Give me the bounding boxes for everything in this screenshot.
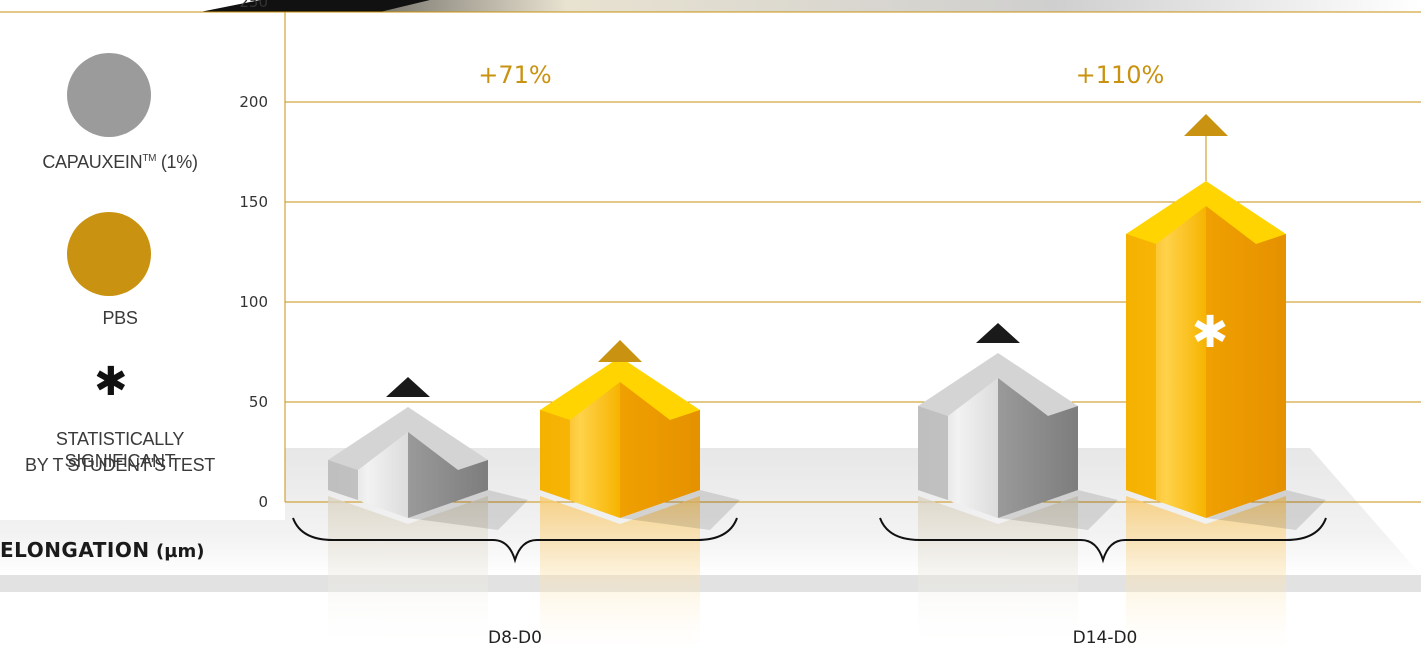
significance-asterisk: ✱ xyxy=(1192,307,1229,358)
bar-reflection xyxy=(1126,496,1286,651)
asterisk-icon: ✱ xyxy=(94,359,128,405)
bar-edge xyxy=(328,460,358,500)
bar-right-face xyxy=(998,378,1078,518)
increase-labels: +71% +110% xyxy=(478,61,1164,89)
pbs-bar xyxy=(540,357,740,530)
increase-label: +110% xyxy=(1076,61,1165,89)
pbs-arrow xyxy=(598,340,642,362)
category-braces xyxy=(292,517,1327,564)
category-brace xyxy=(292,517,738,564)
chart-bars: ✱ xyxy=(328,181,1326,530)
bar-top xyxy=(1126,181,1286,244)
bar-shadow xyxy=(408,490,528,530)
pbs-arrow xyxy=(1184,114,1228,181)
increase-label: +71% xyxy=(478,61,551,89)
significance-legend-line2: BY T STUDENT’S TEST xyxy=(24,455,215,475)
y-tick-label: 50 xyxy=(249,393,268,411)
y-tick-label: 150 xyxy=(239,193,268,211)
capauxein-legend-swatch xyxy=(67,53,151,137)
pbs-legend-label: PBS xyxy=(102,308,138,328)
x-tick-label: D8-D0 xyxy=(488,628,542,648)
arrow-head xyxy=(1184,114,1228,136)
bar-edge xyxy=(1126,234,1156,500)
bar-right-face xyxy=(1206,206,1286,518)
y-tick-label: 200 xyxy=(239,93,268,111)
capauxein-arrow xyxy=(976,323,1020,343)
pbs-bar: ✱ xyxy=(1126,181,1326,530)
bar-top xyxy=(328,407,488,470)
bar-reflection xyxy=(328,496,488,651)
capauxein-arrow xyxy=(386,377,430,397)
bar-shadow xyxy=(1206,490,1326,530)
top-banner-decoration xyxy=(0,0,1421,13)
bar-reflection xyxy=(918,496,1078,651)
bar-top xyxy=(918,353,1078,416)
bar-edge xyxy=(540,410,570,500)
bar-edge xyxy=(918,406,948,500)
capauxein-bar xyxy=(918,353,1118,530)
y-tick-label: 100 xyxy=(239,293,268,311)
y-tick-label: 0 xyxy=(258,493,268,511)
axis-title: ELONGATION (µm) xyxy=(0,538,205,562)
capauxein-legend-label: CAPAUXEINTM (1%) xyxy=(42,152,198,172)
y-axis: 0 50 100 150 200 250 xyxy=(239,0,286,511)
arrow-head xyxy=(976,323,1020,343)
significance-legend-line1: STATISTICALLY SIGNIFICANT xyxy=(55,429,185,471)
arrow-head xyxy=(598,340,642,362)
bar-shadow xyxy=(620,490,740,530)
bar-reflection xyxy=(540,496,700,651)
pbs-legend-swatch xyxy=(67,212,151,296)
x-axis-labels: D8-D0 D14-D0 xyxy=(488,628,1137,648)
capauxein-bar xyxy=(328,407,528,530)
bar-reflections xyxy=(328,496,1286,651)
bar-top xyxy=(540,357,700,420)
arrow-head xyxy=(386,377,430,397)
x-tick-label: D14-D0 xyxy=(1073,628,1138,648)
increase-arrows xyxy=(386,114,1228,397)
bar-shadow xyxy=(998,490,1118,530)
category-brace xyxy=(879,517,1327,564)
y-tick-label: 250 xyxy=(239,0,268,11)
